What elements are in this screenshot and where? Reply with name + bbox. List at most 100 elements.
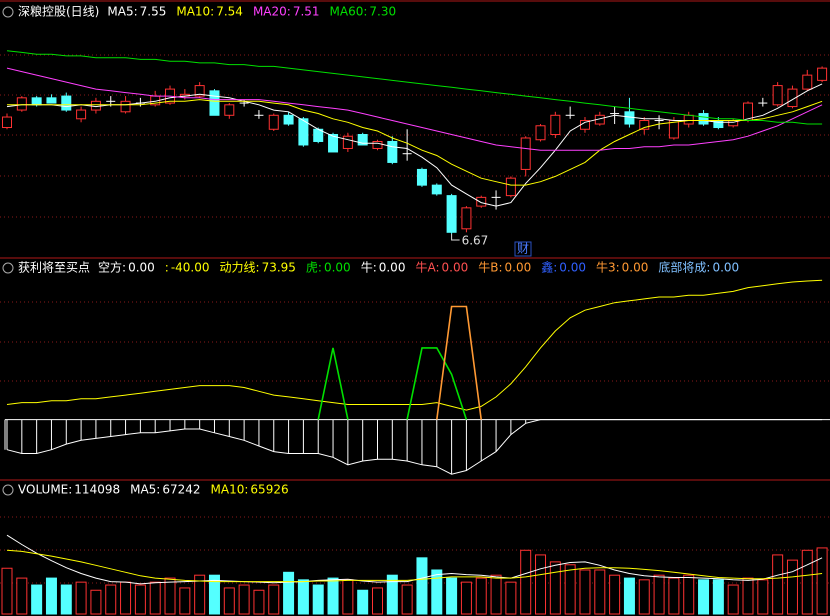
header-text: 65926: [250, 483, 288, 497]
volume-bar: [416, 557, 428, 615]
volume-bar: [31, 584, 43, 615]
candle-body: [446, 195, 457, 233]
candle-body: [698, 113, 709, 125]
series-line: [317, 347, 468, 420]
volume-bar: [786, 559, 798, 615]
candle-body: [639, 120, 650, 130]
volume-bar: [712, 579, 724, 615]
panel-button[interactable]: [2, 262, 14, 274]
candle-body: [16, 97, 27, 111]
series-line: [6, 419, 823, 475]
candle-body: [209, 90, 220, 116]
volume-bar: [208, 574, 220, 615]
header-text: 67242: [162, 483, 200, 497]
candle-body: [268, 114, 279, 130]
volume-bar: [535, 554, 547, 615]
header-text: 牛:: [361, 260, 377, 275]
volume-bar: [460, 581, 472, 615]
candle-body: [817, 67, 828, 81]
header-text: 0.00: [324, 261, 351, 275]
header-text: 0.00: [559, 261, 586, 275]
low-pointer: [451, 234, 460, 241]
panel-button[interactable]: [2, 484, 14, 496]
volume-bar: [698, 579, 710, 615]
event-box: [514, 241, 532, 257]
header-text: 7.54: [216, 5, 243, 19]
candle-body: [342, 135, 353, 149]
volume-bar: [431, 569, 443, 615]
candle-body: [31, 97, 42, 106]
candle-body: [120, 100, 131, 113]
header-text: 0.00: [505, 261, 532, 275]
volume-bar: [386, 574, 398, 615]
header-text: MA10:: [176, 5, 214, 19]
candle-body: [802, 74, 813, 90]
volume-bar: [1, 567, 13, 615]
header-text: 7.51: [293, 5, 320, 19]
volume-bar: [164, 577, 176, 615]
header-text: MA10:: [211, 483, 249, 497]
header-text: 0.00: [712, 261, 739, 275]
candle-body: [387, 140, 398, 163]
volume-bar: [105, 584, 117, 615]
volume-bar: [742, 577, 754, 615]
candle-body: [683, 114, 694, 125]
volume-bar: [757, 579, 769, 615]
volume-bar: [594, 569, 606, 615]
candle-body: [772, 85, 783, 106]
volume-panel: [1, 534, 828, 615]
volume-bar: [90, 589, 102, 615]
plot: 6.67: [1, 50, 830, 615]
volume-bar: [623, 577, 635, 615]
header-text: MA5:: [130, 483, 160, 497]
panel-buttons[interactable]: [2, 6, 14, 496]
volume-bar: [683, 574, 695, 615]
header-text: :: [165, 261, 169, 275]
volume-bar: [653, 574, 665, 615]
volume-bar: [297, 579, 309, 615]
panel-button[interactable]: [2, 6, 14, 18]
volume-bar: [223, 587, 235, 615]
volume-bar: [194, 574, 206, 615]
candle-body: [787, 88, 798, 108]
series-line: [436, 305, 482, 420]
header-text: 114098: [74, 483, 120, 497]
volume-bar: [490, 574, 502, 615]
volume-bar: [357, 589, 369, 615]
volume-bar: [564, 564, 576, 615]
volume-bar: [638, 579, 650, 615]
header-text: 0.00: [622, 261, 649, 275]
header-text: 牛3:: [596, 260, 620, 275]
candle-body: [461, 207, 472, 230]
volume-bar: [60, 584, 72, 615]
volume-bar: [312, 584, 324, 615]
candle-body: [357, 134, 368, 146]
candle-body: [550, 114, 561, 135]
candle-body: [328, 134, 339, 153]
volume-bar: [45, 577, 57, 615]
header-text: 7.30: [369, 5, 396, 19]
series-line: [6, 279, 823, 411]
candle-body: [90, 100, 101, 111]
volume-bar: [134, 584, 146, 615]
series-line: [7, 99, 823, 186]
header-text: 0.00: [128, 261, 155, 275]
volume-bar: [520, 549, 532, 615]
header-text: MA5:: [107, 5, 137, 19]
header-text: 0.00: [442, 261, 469, 275]
volume-bar: [475, 577, 487, 615]
header-text: MA60:: [330, 5, 368, 19]
header-text: 0.00: [379, 261, 406, 275]
indicator-panel: [4, 279, 830, 475]
candle-body: [283, 114, 294, 125]
header-text: -40.00: [171, 261, 210, 275]
header-text: 空方:: [98, 260, 126, 275]
volume-bar: [283, 571, 295, 615]
series-line: [6, 67, 823, 151]
candle-body: [535, 125, 546, 141]
headers: 深粮控股(日线) MA5: 7.55 MA10: 7.54 MA20: 7.51 MA60: 7…: [18, 4, 739, 497]
volume-bar: [75, 581, 87, 615]
volume-bar: [238, 584, 250, 615]
volume-bar: [120, 581, 132, 615]
candle-body: [416, 168, 427, 186]
